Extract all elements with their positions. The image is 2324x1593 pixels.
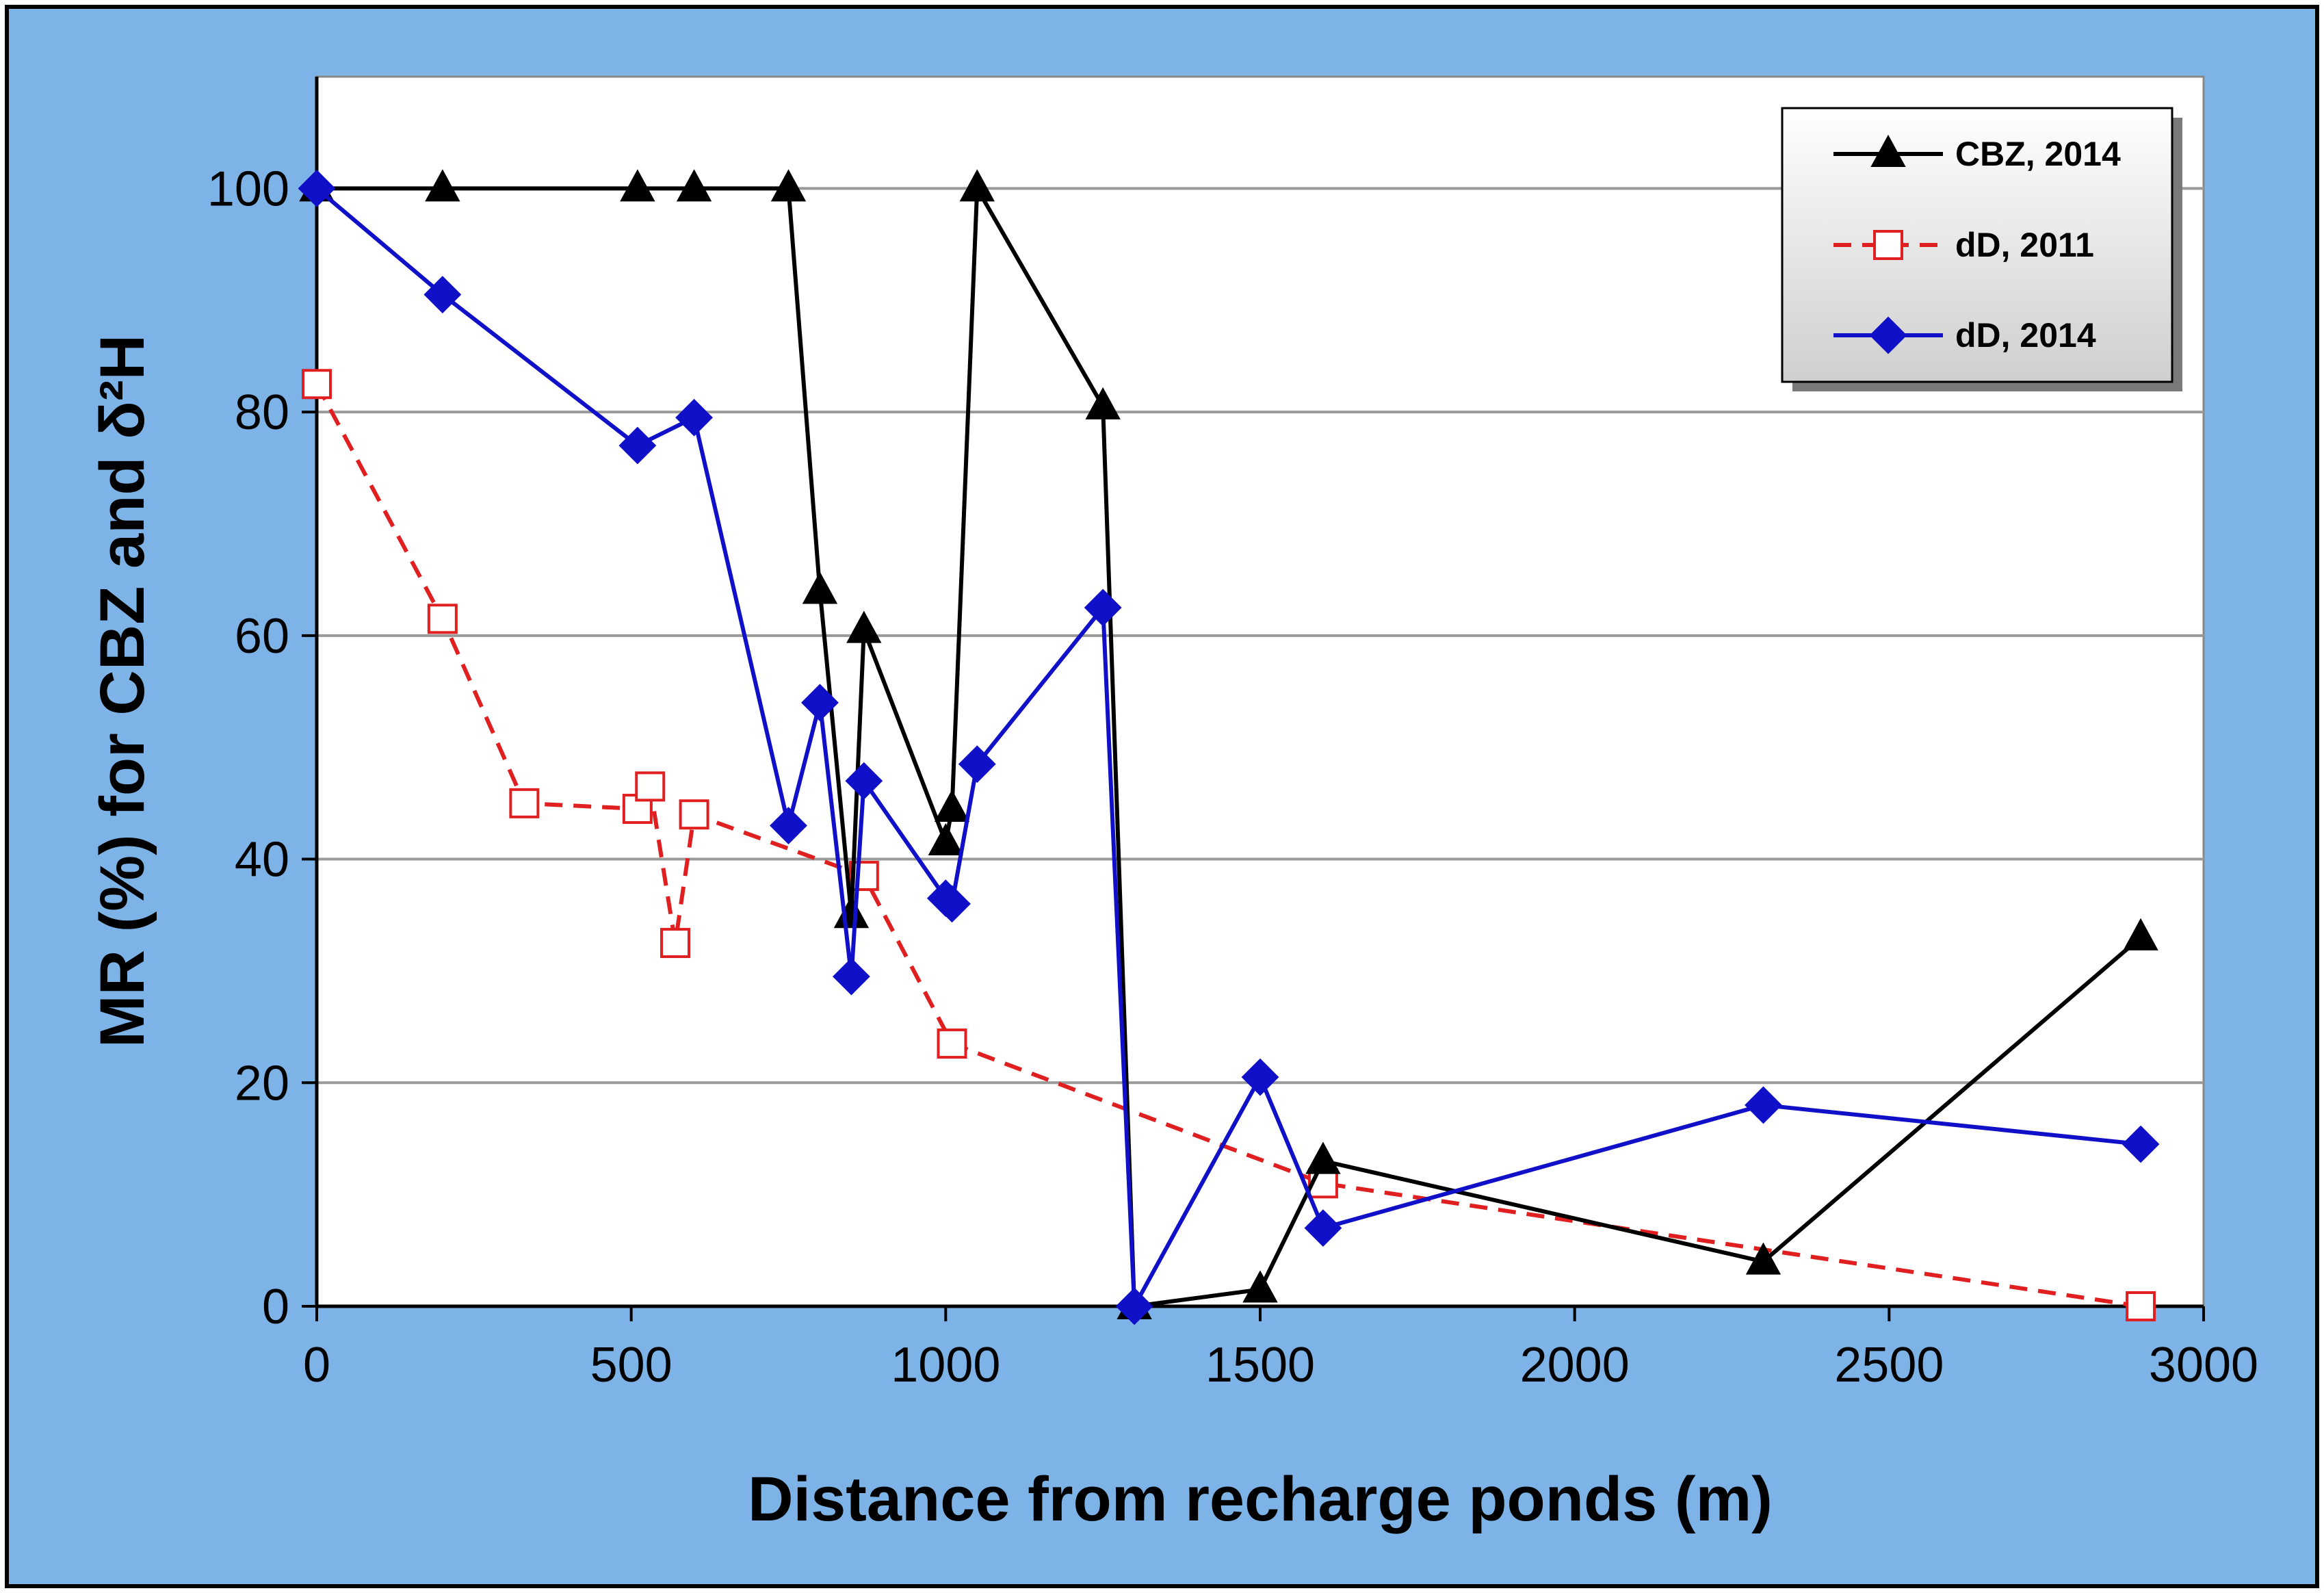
data-point [933,885,971,923]
data-point [1745,1086,1782,1124]
data-point [1745,1242,1781,1275]
data-point [833,957,870,996]
x-axis-title: Distance from recharge ponds (m) [748,1464,1773,1534]
data-point [937,1028,967,1059]
data-point [1085,387,1121,419]
y-tick-label: 40 [235,833,289,888]
data-point [1115,1287,1153,1325]
data-point [679,799,709,830]
data-point [846,610,882,643]
legend: CBZ, 2014 dD, 2011 dD, 2014 [1781,107,2182,391]
data-point [770,807,807,844]
x-tick-label: 0 [303,1338,330,1393]
y-axis-title: MR (%) for CBZ and δ²H [88,335,157,1048]
data-point [423,276,462,313]
data-point [801,684,839,722]
data-point [620,169,655,202]
y-tick-label: 20 [235,1056,289,1111]
data-point [1304,1209,1342,1247]
data-point [802,571,838,604]
data-point [635,771,666,802]
x-tick-label: 3000 [2149,1338,2258,1393]
data-point [2123,918,2158,950]
data-point [660,928,691,959]
legend-marker [1873,230,1903,260]
data-point [1242,1270,1278,1303]
data-point [934,789,970,823]
data-point [1084,588,1122,627]
data-point [2121,1125,2160,1163]
data-point [1241,1058,1279,1096]
data-point [1305,1141,1341,1174]
x-tick-label: 1500 [1205,1338,1315,1393]
data-point [770,169,807,202]
legend-item: CBZ, 2014 [1833,134,2121,173]
x-tick-label: 500 [590,1338,673,1393]
x-tick-label: 1000 [891,1338,1000,1393]
y-tick-label: 100 [207,161,289,216]
data-series [298,169,2160,1325]
data-point [2126,1291,2156,1321]
data-point [425,169,460,202]
y-tick-label: 0 [262,1280,289,1334]
data-point [298,169,336,207]
data-point [676,169,712,202]
data-point [958,745,996,783]
data-point [618,426,657,465]
data-point [509,788,540,818]
data-point [427,604,458,634]
legend-item: dD, 2011 [1833,226,2094,264]
y-tick-label: 60 [235,609,289,664]
data-point [959,169,995,202]
legend-label: dD, 2011 [1955,226,2094,264]
legend-item: dD, 2014 [1833,316,2096,354]
series-dd-2014 [298,169,2160,1325]
data-point [302,369,332,400]
data-point [675,398,714,437]
legend-marker [1869,316,1907,354]
data-point [928,823,964,856]
x-tick-label: 2500 [1834,1338,1944,1393]
legend-marker [1870,134,1906,167]
legend-label: CBZ, 2014 [1955,135,2121,173]
series-dd-2011 [302,369,2156,1321]
y-tick-label: 80 [235,385,289,440]
x-tick-label: 2000 [1520,1338,1630,1393]
legend-label: dD, 2014 [1955,316,2096,354]
data-point [845,762,883,800]
